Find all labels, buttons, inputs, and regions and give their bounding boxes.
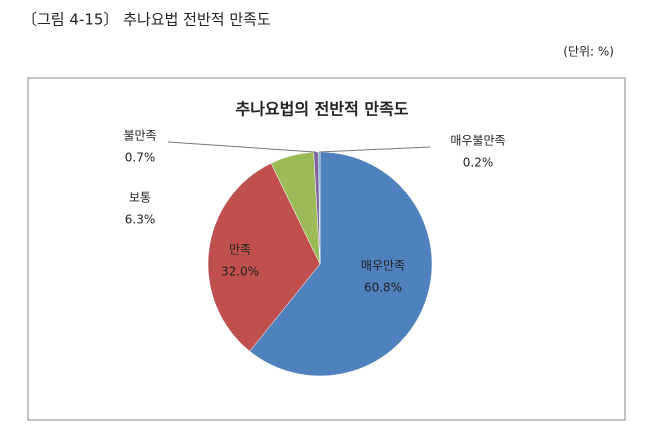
slice-label: 보통 <box>129 191 151 205</box>
pie-slice <box>207 162 321 352</box>
slice-value-label: 6.3% <box>125 213 156 227</box>
slice-value-label: 0.2% <box>463 156 494 170</box>
chart-title: 추나요법의 전반적 만족도 <box>235 100 408 119</box>
unit: (단위: %) <box>563 45 614 59</box>
slice-label: 불만족 <box>123 129 156 143</box>
pie-slice <box>249 151 433 377</box>
slice-value-label: 0.7% <box>125 151 156 165</box>
leader-line <box>319 146 431 153</box>
leader-line <box>167 141 317 153</box>
slice-label: 만족 <box>229 243 251 257</box>
slice-label: 매우불만족 <box>450 134 505 148</box>
slice-value-label: 60.8% <box>364 281 402 295</box>
slice-value-label: 32.0% <box>221 265 259 279</box>
slice-label: 매우만족 <box>361 259 405 273</box>
caption: 〔그림 4-15〕 추나요법 전반적 만족도 <box>22 11 271 29</box>
